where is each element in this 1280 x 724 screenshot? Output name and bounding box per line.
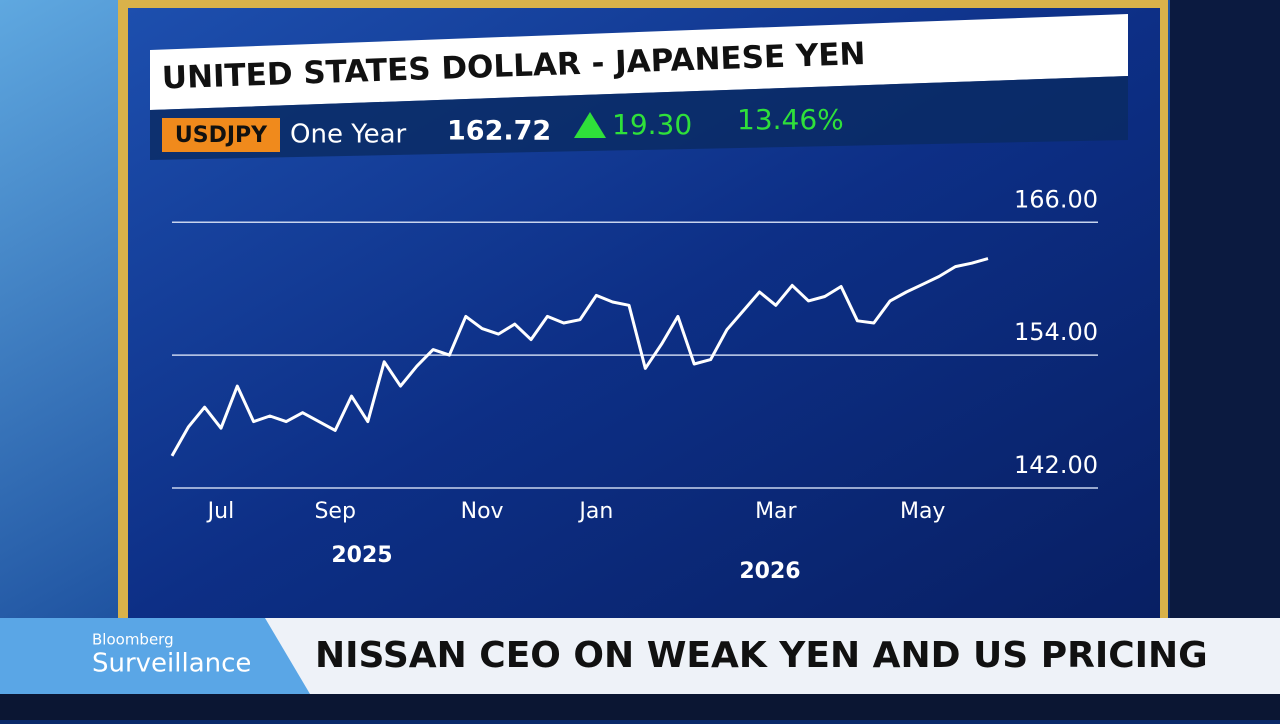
y-tick-label: 166.00 (1014, 185, 1098, 213)
period: One Year (290, 120, 407, 150)
price: 162.72 (447, 116, 551, 147)
change-pct: 13.46% (737, 103, 844, 136)
studio-right (1170, 0, 1280, 620)
show-name: Surveillance (92, 649, 251, 679)
change: 19.30 (612, 108, 692, 141)
year-label: 2026 (739, 559, 800, 584)
year-label: 2025 (331, 543, 392, 568)
price-line (170, 257, 989, 457)
title-bar (150, 14, 1128, 110)
x-tick-label: May (900, 499, 945, 524)
ticker: USDJPY (175, 123, 268, 148)
headline: NISSAN CEO ON WEAK YEN AND US PRICING (315, 635, 1208, 676)
info-bar (150, 76, 1128, 160)
banner-brand-bg (0, 618, 310, 694)
plot: 142.00 154.00 166.00 Jul Sep Nov Jan Mar May (170, 185, 1098, 524)
up-arrow (574, 112, 606, 138)
brand: Bloomberg (92, 631, 174, 649)
floor (0, 694, 1280, 720)
x-tick-label: Jan (577, 499, 613, 524)
x-tick-label: Jul (206, 499, 235, 524)
ticker-box (162, 118, 280, 152)
y-tick-label: 142.00 (1014, 451, 1098, 479)
y-tick-label: 154.00 (1014, 318, 1098, 346)
x-tick-label: Sep (314, 499, 355, 524)
x-tick-label: Nov (461, 499, 504, 524)
x-tick-label: Mar (755, 499, 797, 524)
